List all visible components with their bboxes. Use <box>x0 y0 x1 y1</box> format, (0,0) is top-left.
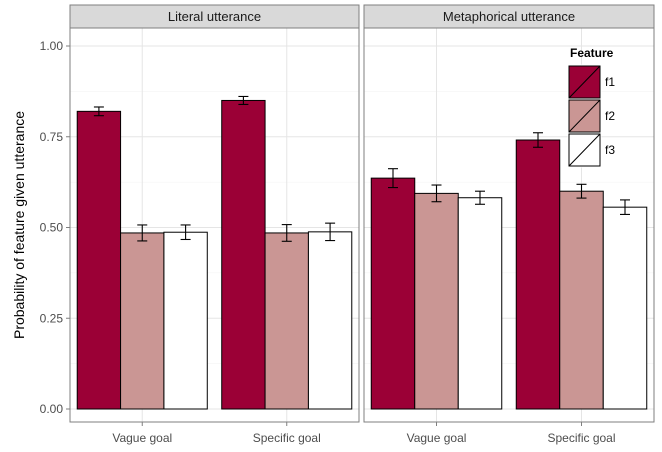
x-tick-label: Specific goal <box>547 431 615 445</box>
y-tick-label: 0.25 <box>40 311 64 325</box>
y-axis: 0.00 0.25 0.50 0.75 1.00 <box>40 39 70 416</box>
legend: Feature f1 f2 f3 <box>567 46 615 168</box>
error-bar-literal-f3-1 <box>325 222 336 242</box>
x-axis: Vague goal Specific goal Vague goal Specifi… <box>112 422 616 445</box>
bar-metaphorical-f1-1 <box>515 139 561 410</box>
legend-label-f2: f2 <box>605 109 615 123</box>
error-bar-literal-f1-0 <box>93 106 104 117</box>
panel-border-metaphorical <box>363 27 655 423</box>
y-tick-label: 0.75 <box>40 130 64 144</box>
bar-literal-f2-0 <box>120 232 165 410</box>
x-tick-label: Specific goal <box>253 431 321 445</box>
y-tick-label: 0.00 <box>40 402 64 416</box>
error-bar-metaphorical-f3-1 <box>620 199 630 215</box>
error-bar-metaphorical-f3-0 <box>475 190 485 205</box>
error-bar-metaphorical-f2-1 <box>576 183 587 199</box>
bar-metaphorical-f1-0 <box>370 177 416 410</box>
legend-key-slash <box>568 65 601 99</box>
bar-metaphorical-f2-1 <box>559 190 604 410</box>
legend-key-slash <box>568 99 601 133</box>
x-tick-label: Vague goal <box>407 431 467 445</box>
y-tick-label: 0.50 <box>40 221 64 235</box>
bar-metaphorical-f2-0 <box>414 192 459 410</box>
strip-title-literal: Literal utterance <box>168 9 261 24</box>
y-axis-title: Probability of feature given utterance <box>11 111 27 339</box>
bar-literal-f3-1 <box>307 231 353 410</box>
bar-literal-f3-0 <box>163 231 208 410</box>
bar-literal-f1-1 <box>221 99 266 410</box>
error-bar-literal-f2-1 <box>281 224 292 242</box>
error-bar-metaphorical-f1-1 <box>533 132 543 148</box>
legend-label-f3: f3 <box>605 143 615 157</box>
legend-title: Feature <box>570 46 614 60</box>
legend-key-slash <box>568 133 601 167</box>
panel-border-literal <box>69 27 360 423</box>
bar-literal-f2-1 <box>264 232 309 410</box>
error-bar-literal-f2-0 <box>137 224 148 242</box>
bars-metaphorical <box>370 132 648 410</box>
bar-literal-f1-0 <box>76 110 122 410</box>
error-bar-literal-f3-0 <box>180 224 191 241</box>
error-bar-metaphorical-f1-0 <box>388 168 398 189</box>
x-tick-label: Vague goal <box>112 431 172 445</box>
bar-metaphorical-f3-1 <box>602 206 648 410</box>
error-bar-metaphorical-f2-0 <box>431 184 442 203</box>
legend-label-f1: f1 <box>605 75 615 89</box>
error-bar-literal-f1-1 <box>238 95 249 105</box>
strip-title-metaphorical: Metaphorical utterance <box>443 9 575 24</box>
bar-metaphorical-f3-0 <box>457 197 503 410</box>
bars-literal <box>76 95 353 410</box>
y-tick-label: 1.00 <box>40 39 64 53</box>
